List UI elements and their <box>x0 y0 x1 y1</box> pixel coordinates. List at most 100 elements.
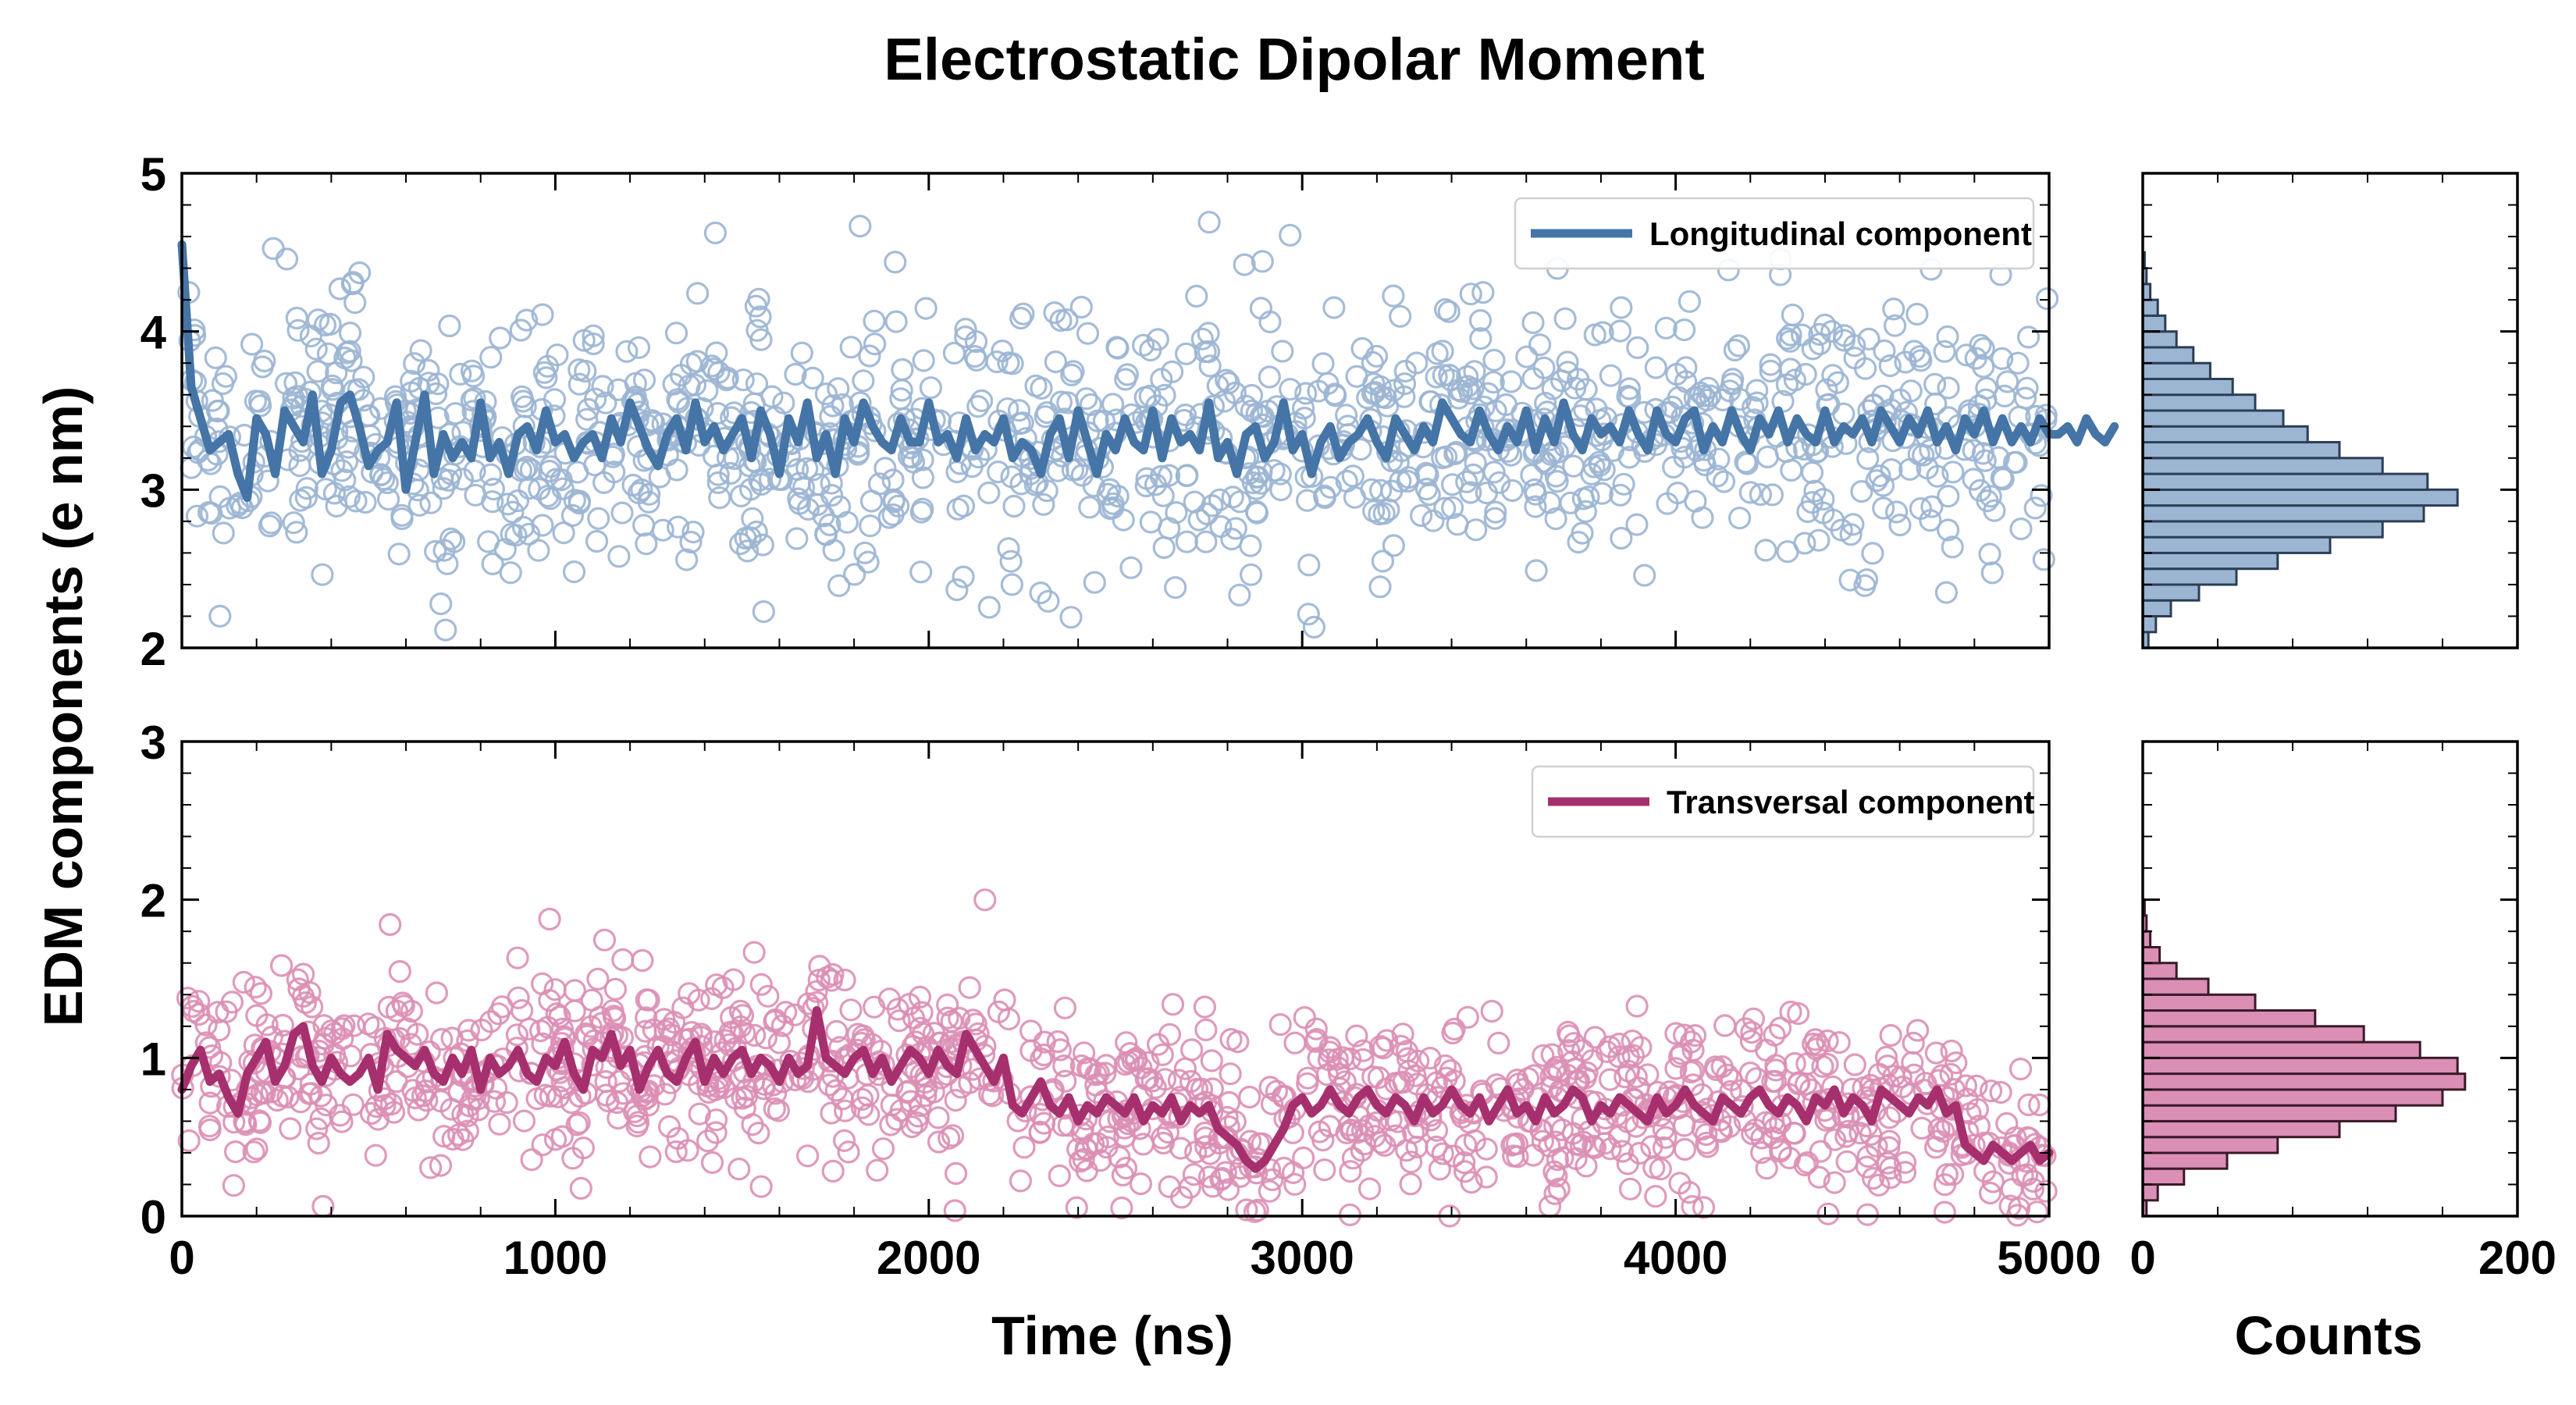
scatter-point <box>1476 382 1500 405</box>
scatter-point <box>1007 399 1031 422</box>
scatter-point <box>1838 568 1862 592</box>
scatter-point <box>399 1033 423 1056</box>
scatter-point <box>1399 1151 1423 1174</box>
scatter-point <box>1695 1122 1718 1147</box>
scatter-point <box>1692 1196 1716 1219</box>
scatter-point <box>506 946 529 969</box>
plot-frame <box>2141 172 2519 649</box>
scatter-point <box>1078 496 1101 519</box>
scatter-point <box>639 1145 662 1168</box>
scatter-point <box>1740 1020 1763 1044</box>
scatter-point <box>436 552 459 575</box>
scatter-point <box>1664 1057 1688 1080</box>
scatter-point <box>879 1113 902 1136</box>
scatter-point <box>635 532 658 556</box>
scatter-point <box>313 313 337 336</box>
scatter-point <box>1220 527 1244 551</box>
scatter-point <box>611 948 635 972</box>
scatter-point <box>1665 362 1688 386</box>
y-tick-label: 2 <box>141 623 166 675</box>
scatter-point <box>1487 1031 1510 1055</box>
scatter-point <box>1076 322 1100 345</box>
scatter-point <box>1787 1001 1810 1026</box>
scatter-point <box>1032 493 1055 516</box>
scatter-point <box>1573 398 1596 422</box>
scatter-point <box>316 342 340 365</box>
scatter-point <box>1625 513 1649 536</box>
scatter-point <box>1318 475 1343 499</box>
scatter-point <box>703 221 728 244</box>
scatter-point <box>479 463 503 486</box>
scatter-point <box>1832 402 1856 425</box>
scatter-point <box>993 988 1016 1012</box>
scatter-point <box>1458 382 1482 405</box>
scatter-point <box>696 1129 720 1153</box>
scatter-point <box>1304 1017 1328 1040</box>
scatter-point <box>575 1024 600 1048</box>
scatter-point <box>1471 281 1495 304</box>
scatter-point <box>1734 450 1757 474</box>
scatter-point <box>1716 1063 1739 1087</box>
scatter-point <box>1119 1041 1142 1065</box>
scatter-point <box>858 344 881 368</box>
scatter-point <box>531 1133 554 1157</box>
y-tick-label: 4 <box>141 307 167 359</box>
scatter-point <box>299 325 322 348</box>
scatter-point <box>887 494 910 518</box>
scatter-point <box>607 1106 630 1130</box>
scatter-point <box>1075 1159 1098 1183</box>
scatter-point <box>1283 1031 1307 1055</box>
scatter-point <box>1983 499 2006 522</box>
scatter-point <box>301 995 324 1019</box>
legend-box <box>1514 197 2035 270</box>
scatter-point <box>1294 382 1318 405</box>
scatter-point <box>1617 446 1641 469</box>
scatter-point <box>1351 1039 1375 1062</box>
scatter-point <box>1618 1177 1642 1200</box>
scatter-point <box>1197 1165 1222 1189</box>
scatter-point <box>1341 464 1364 488</box>
scatter-point <box>1182 1163 1206 1186</box>
x-tick-label: 5000 <box>1997 1232 2101 1284</box>
scatter-point <box>1812 487 1835 511</box>
scatter-point <box>1272 1084 1295 1108</box>
scatter-point <box>1062 360 1085 383</box>
scatter-point <box>1741 1122 1764 1146</box>
scatter-point <box>1877 1136 1901 1159</box>
scatter-point <box>1368 502 1391 526</box>
scatter-point <box>1106 336 1130 360</box>
scatter-point <box>763 1097 786 1121</box>
scatter-point <box>790 341 813 365</box>
histogram-bar <box>2141 441 2341 460</box>
scatter-point <box>295 477 318 500</box>
scatter-point <box>1889 1065 1912 1089</box>
scatter-point <box>369 463 393 486</box>
scatter-point <box>1468 309 1493 333</box>
scatter-point <box>305 1117 329 1140</box>
scatter-point <box>348 261 372 285</box>
scatter-point <box>1475 1137 1498 1161</box>
scatter-point <box>1777 1146 1801 1170</box>
scatter-point <box>1129 1172 1153 1196</box>
scatter-point <box>222 1174 245 1197</box>
scatter-point <box>1119 556 1143 579</box>
scatter-point <box>594 1069 617 1094</box>
scatter-point <box>897 445 921 468</box>
scatter-point <box>1268 1012 1292 1037</box>
scatter-point <box>900 1115 923 1139</box>
scatter-point <box>1610 296 1633 319</box>
scatter-point <box>1893 1161 1917 1184</box>
scatter-point <box>863 333 887 356</box>
scatter-point <box>1933 1200 1956 1224</box>
scatter-point <box>1382 284 1405 308</box>
scatter-point <box>1598 1068 1622 1091</box>
scatter-point <box>1035 400 1059 425</box>
scatter-point <box>568 358 591 382</box>
scatter-point <box>1769 1016 1792 1040</box>
scatter-point <box>1311 352 1335 375</box>
scatter-point <box>720 1005 743 1030</box>
y-tick-label: 3 <box>141 464 166 517</box>
scatter-point <box>256 469 279 493</box>
scatter-point <box>438 314 461 338</box>
scatter-point <box>287 1057 311 1081</box>
